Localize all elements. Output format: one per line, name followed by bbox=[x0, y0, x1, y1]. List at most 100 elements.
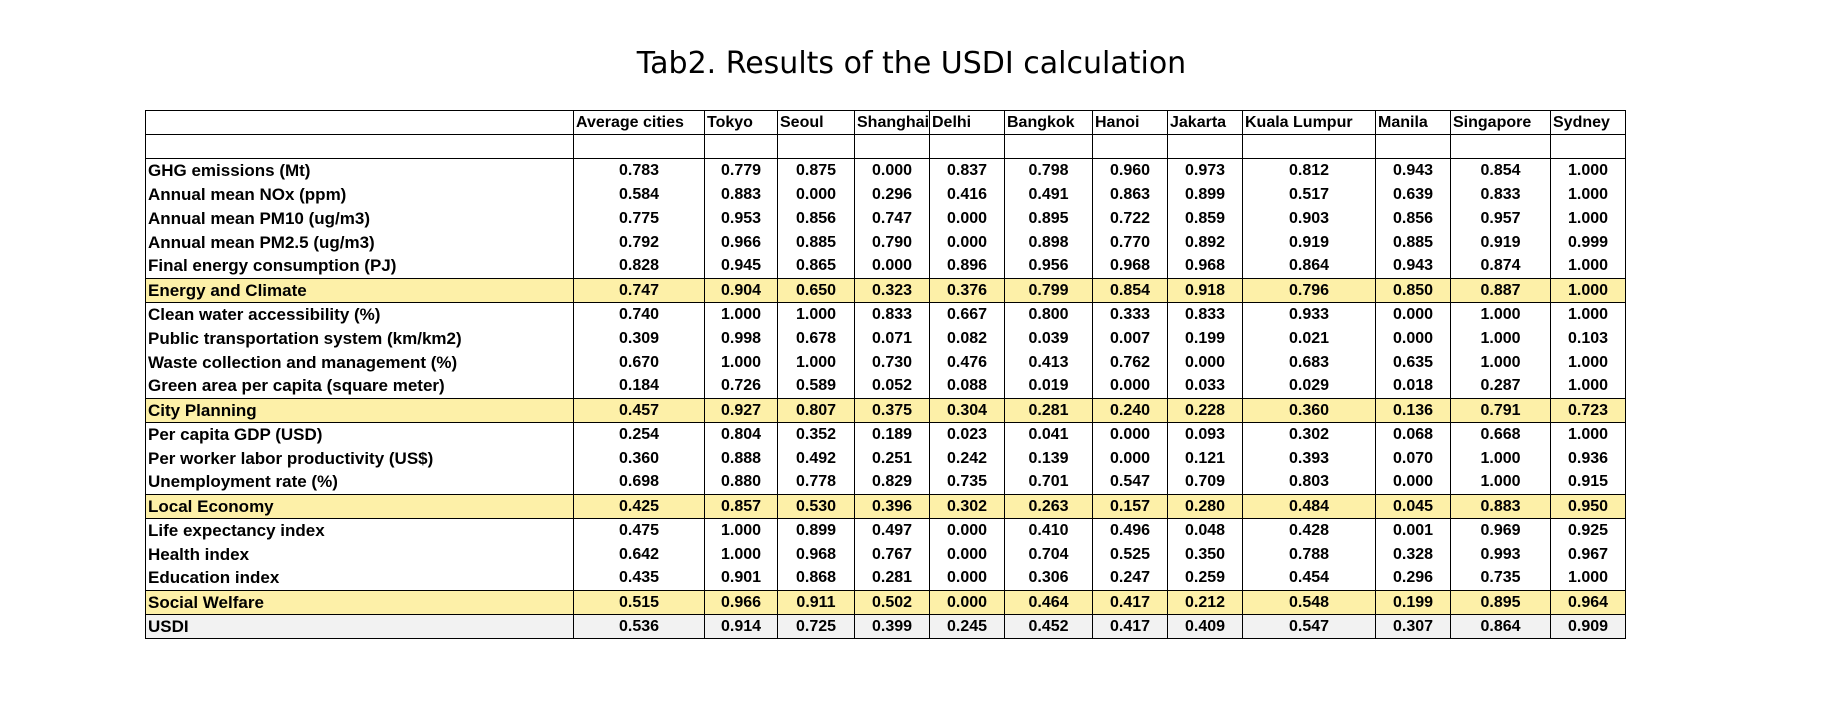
value-cell: 0.998 bbox=[704, 326, 778, 351]
value-cell: 0.497 bbox=[854, 518, 930, 543]
value-cell: 0.525 bbox=[1092, 542, 1168, 567]
value-cell: 0.184 bbox=[573, 374, 705, 399]
indicator-row: GHG emissions (Mt) 0.783 0.779 0.875 0.000 0.… bbox=[145, 158, 1626, 183]
value-cell: 0.242 bbox=[929, 446, 1005, 471]
value-cell: 1.000 bbox=[1550, 374, 1626, 399]
value-cell: 0.864 bbox=[1450, 614, 1551, 639]
value-cell: 0.491 bbox=[1004, 182, 1093, 207]
value-cell: 0.950 bbox=[1550, 494, 1626, 519]
indicator-row: Clean water accessibility (%) 0.740 1.000 1… bbox=[145, 302, 1626, 327]
indicator-row: Life expectancy index 0.475 1.000 0.899 0.49… bbox=[145, 518, 1626, 543]
value-cell: 0.999 bbox=[1550, 230, 1626, 255]
value-cell: 0.240 bbox=[1092, 398, 1168, 423]
value-cell: 0.883 bbox=[704, 182, 778, 207]
value-cell: 0.762 bbox=[1092, 350, 1168, 375]
value-cell: 1.000 bbox=[704, 518, 778, 543]
value-cell: 0.306 bbox=[1004, 566, 1093, 591]
value-cell: 0.121 bbox=[1167, 446, 1243, 471]
value-cell: 1.000 bbox=[1450, 446, 1551, 471]
value-cell: 0.302 bbox=[929, 494, 1005, 519]
value-cell: 0.856 bbox=[1375, 206, 1451, 231]
value-cell: 0.259 bbox=[1167, 566, 1243, 591]
indicator-row: Final energy consumption (PJ) 0.828 0.945 0… bbox=[145, 254, 1626, 279]
column-header: Tokyo bbox=[704, 110, 778, 135]
value-cell: 0.333 bbox=[1092, 302, 1168, 327]
column-header: Jakarta bbox=[1167, 110, 1243, 135]
value-cell: 0.000 bbox=[1375, 302, 1451, 327]
value-cell: 0.829 bbox=[854, 470, 930, 495]
value-cell: 0.000 bbox=[929, 518, 1005, 543]
row-label: Life expectancy index bbox=[145, 518, 574, 543]
column-header: Sydney bbox=[1550, 110, 1626, 135]
value-cell: 0.901 bbox=[704, 566, 778, 591]
value-cell: 0.967 bbox=[1550, 542, 1626, 567]
value-cell: 0.416 bbox=[929, 182, 1005, 207]
value-cell: 0.309 bbox=[573, 326, 705, 351]
value-cell: 0.157 bbox=[1092, 494, 1168, 519]
blank-cell bbox=[854, 134, 930, 159]
value-cell: 0.245 bbox=[929, 614, 1005, 639]
value-cell: 0.136 bbox=[1375, 398, 1451, 423]
value-cell: 0.360 bbox=[1242, 398, 1376, 423]
value-cell: 0.399 bbox=[854, 614, 930, 639]
value-cell: 0.833 bbox=[854, 302, 930, 327]
column-header: Hanoi bbox=[1092, 110, 1168, 135]
value-cell: 0.668 bbox=[1450, 422, 1551, 447]
value-cell: 0.428 bbox=[1242, 518, 1376, 543]
value-cell: 0.899 bbox=[1167, 182, 1243, 207]
usdi-results-table: Average cities Tokyo Seoul Shanghai Delhi Ban… bbox=[145, 110, 1626, 639]
value-cell: 0.898 bbox=[1004, 230, 1093, 255]
value-cell: 0.375 bbox=[854, 398, 930, 423]
value-cell: 0.968 bbox=[1092, 254, 1168, 279]
value-cell: 0.903 bbox=[1242, 206, 1376, 231]
value-cell: 0.740 bbox=[573, 302, 705, 327]
value-cell: 0.973 bbox=[1167, 158, 1243, 183]
column-header: Average cities bbox=[573, 110, 705, 135]
value-cell: 0.350 bbox=[1167, 542, 1243, 567]
value-cell: 0.000 bbox=[929, 206, 1005, 231]
value-cell: 0.393 bbox=[1242, 446, 1376, 471]
value-cell: 0.968 bbox=[777, 542, 855, 567]
value-cell: 0.589 bbox=[777, 374, 855, 399]
value-cell: 0.000 bbox=[1092, 446, 1168, 471]
value-cell: 0.296 bbox=[854, 182, 930, 207]
value-cell: 0.911 bbox=[777, 590, 855, 615]
value-cell: 0.918 bbox=[1167, 278, 1243, 303]
column-header: Bangkok bbox=[1004, 110, 1093, 135]
indicator-row: Education index 0.435 0.901 0.868 0.281 0.000… bbox=[145, 566, 1626, 591]
value-cell: 0.796 bbox=[1242, 278, 1376, 303]
value-cell: 0.018 bbox=[1375, 374, 1451, 399]
value-cell: 0.547 bbox=[1242, 614, 1376, 639]
value-cell: 0.798 bbox=[1004, 158, 1093, 183]
value-cell: 0.919 bbox=[1450, 230, 1551, 255]
value-cell: 0.492 bbox=[777, 446, 855, 471]
value-cell: 0.833 bbox=[1450, 182, 1551, 207]
value-cell: 0.800 bbox=[1004, 302, 1093, 327]
value-cell: 0.547 bbox=[1092, 470, 1168, 495]
value-cell: 0.812 bbox=[1242, 158, 1376, 183]
value-cell: 0.410 bbox=[1004, 518, 1093, 543]
category-row: Social Welfare 0.515 0.966 0.911 0.502 0.000 0… bbox=[145, 590, 1626, 615]
value-cell: 0.803 bbox=[1242, 470, 1376, 495]
value-cell: 0.639 bbox=[1375, 182, 1451, 207]
indicator-row: Waste collection and management (%) 0.670… bbox=[145, 350, 1626, 375]
value-cell: 0.854 bbox=[1450, 158, 1551, 183]
value-cell: 1.000 bbox=[1450, 350, 1551, 375]
value-cell: 0.103 bbox=[1550, 326, 1626, 351]
value-cell: 0.019 bbox=[1004, 374, 1093, 399]
value-cell: 0.966 bbox=[704, 590, 778, 615]
value-cell: 1.000 bbox=[1550, 422, 1626, 447]
value-cell: 0.925 bbox=[1550, 518, 1626, 543]
value-cell: 0.000 bbox=[1375, 470, 1451, 495]
value-cell: 0.307 bbox=[1375, 614, 1451, 639]
value-cell: 0.413 bbox=[1004, 350, 1093, 375]
value-cell: 0.360 bbox=[573, 446, 705, 471]
value-cell: 0.000 bbox=[1092, 374, 1168, 399]
value-cell: 0.735 bbox=[1450, 566, 1551, 591]
value-cell: 0.425 bbox=[573, 494, 705, 519]
value-cell: 0.704 bbox=[1004, 542, 1093, 567]
value-cell: 0.957 bbox=[1450, 206, 1551, 231]
category-row: Energy and Climate 0.747 0.904 0.650 0.323 0.… bbox=[145, 278, 1626, 303]
indicator-row: Annual mean NOx (ppm) 0.584 0.883 0.000 0.29… bbox=[145, 182, 1626, 207]
row-label: GHG emissions (Mt) bbox=[145, 158, 574, 183]
